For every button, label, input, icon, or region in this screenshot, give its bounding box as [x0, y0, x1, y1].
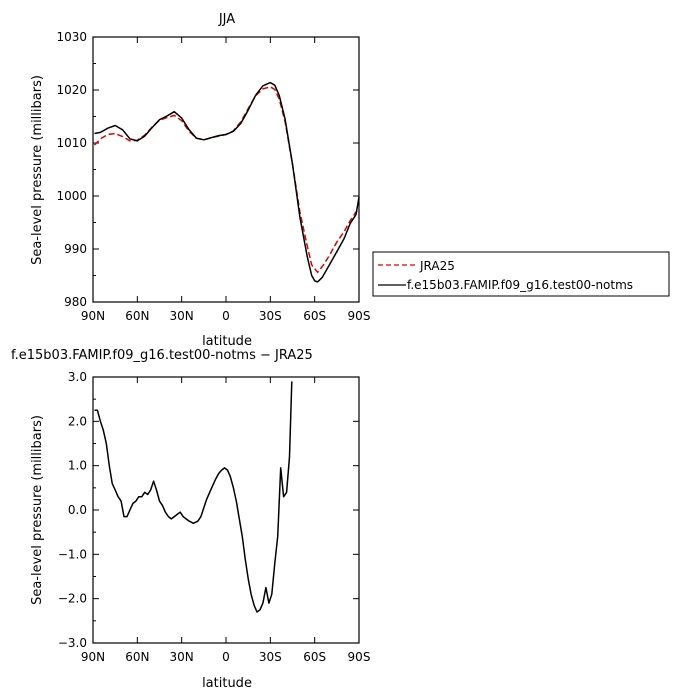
top-y-tick-label: 980 — [64, 295, 87, 309]
top-y-tick-label: 1010 — [56, 136, 87, 150]
bottom-y-tick-label: −1.0 — [58, 547, 87, 561]
bottom-x-tick-label: 60N — [125, 650, 149, 664]
bottom-y-tick-label: 0.0 — [68, 503, 87, 517]
top-x-tick-label: 60N — [125, 309, 149, 323]
top-x-tick-label: 0 — [222, 309, 230, 323]
legend-label-model: f.e15b03.FAMIP.f09_g16.test00-notms — [407, 278, 633, 292]
bottom-y-tick-label: 3.0 — [68, 370, 87, 384]
bottom-x-tick-label: 60S — [303, 650, 326, 664]
top-y-tick-label: 1000 — [56, 189, 87, 203]
top-y-tick-label: 1020 — [56, 83, 87, 97]
bottom-y-tick-label: 1.0 — [68, 459, 87, 473]
top-chart-ylabel: Sea-level pressure (millibars) — [30, 75, 45, 265]
top-series-line-1 — [94, 81, 360, 283]
top-chart-frame — [92, 36, 360, 303]
top-chart-series — [93, 81, 360, 283]
bottom-chart-xlabel: latitude — [202, 676, 252, 691]
top-chart: JJA 90N 60N 30N 0 30S 60S 90S 980 990 1000 1010 102… — [30, 12, 670, 349]
bottom-x-tick-label: 90S — [348, 650, 371, 664]
bottom-x-tick-label: 0 — [222, 650, 230, 664]
top-y-tick-label: 1030 — [56, 30, 87, 44]
legend-label-jra25: JRA25 — [419, 259, 455, 273]
bottom-chart-ticks: 90N 60N 30N 0 30S 60S 90S −3.0 −2.0 −1.0 0.0 1.0 2.0… — [58, 370, 371, 664]
legend: JRA25 f.e15b03.FAMIP.f09_g16.test00-notm… — [372, 251, 670, 297]
legend-box — [372, 251, 670, 297]
top-chart-xlabel: latitude — [202, 334, 252, 349]
top-x-tick-label: 60S — [303, 309, 326, 323]
bottom-x-tick-label: 30N — [170, 650, 194, 664]
bottom-series-line-0 — [94, 381, 293, 613]
bottom-chart-title: f.e15b03.FAMIP.f09_g16.test00-notms − JR… — [11, 348, 313, 363]
bottom-chart-frame — [92, 376, 360, 644]
top-chart-ticks: 90N 60N 30N 0 30S 60S 90S 980 990 1000 1010 1020 103… — [56, 30, 370, 323]
top-x-tick-label: 30S — [259, 309, 282, 323]
bottom-y-tick-label: −3.0 — [58, 636, 87, 650]
bottom-y-tick-label: 2.0 — [68, 414, 87, 428]
top-x-tick-label: 90S — [348, 309, 371, 323]
top-y-tick-label: 990 — [64, 242, 87, 256]
bottom-x-tick-label: 30S — [259, 650, 282, 664]
bottom-chart: f.e15b03.FAMIP.f09_g16.test00-notms − JR… — [11, 348, 370, 691]
top-series-line-0 — [93, 86, 360, 274]
top-x-tick-label: 90N — [81, 309, 105, 323]
top-x-tick-label: 30N — [170, 309, 194, 323]
bottom-chart-series — [94, 381, 293, 613]
bottom-y-tick-label: −2.0 — [58, 592, 87, 606]
bottom-chart-ylabel: Sea-level pressure (millibars) — [30, 415, 45, 605]
bottom-x-tick-label: 90N — [81, 650, 105, 664]
top-chart-title: JJA — [218, 12, 235, 27]
